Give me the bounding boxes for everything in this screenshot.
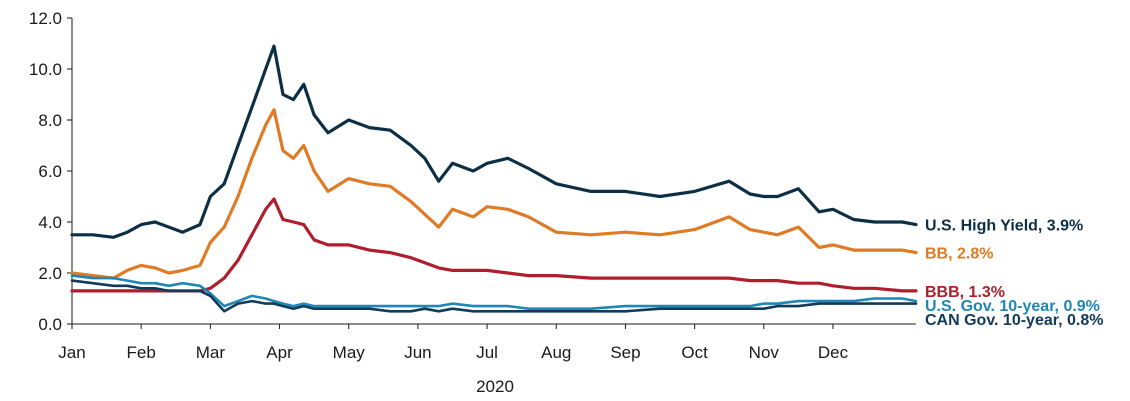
x-tick-label: Mar xyxy=(196,343,226,362)
y-tick-label: 6.0 xyxy=(38,162,62,181)
series-end-labels: U.S. High Yield, 3.9% BB, 2.8% BBB, 1.3%U.… xyxy=(925,218,1103,329)
series-lines xyxy=(70,44,918,313)
end-label-u-s-high-yield: U.S. High Yield, 3.9% xyxy=(925,218,1083,235)
series-line-u-s-high-yield xyxy=(70,44,918,239)
x-tick-label: Jan xyxy=(58,343,85,362)
y-tick-label: 8.0 xyxy=(38,111,62,130)
x-tick-label: Oct xyxy=(681,343,708,362)
end-label-bb: BB, 2.8% xyxy=(925,246,993,263)
series-line-u-s-gov-10-year xyxy=(70,274,918,311)
x-axis: Jan Feb Mar Apr May Jun Jul Aug Sep Oct Nov Dec xyxy=(58,323,916,362)
series-line-bbb xyxy=(70,197,918,293)
y-tick-label: 10.0 xyxy=(29,60,62,79)
end-label-u-s-gov-10-year: U.S. Gov. 10-year, 0.9% xyxy=(925,298,1100,315)
x-tick-label: Jun xyxy=(404,343,431,362)
series-line-can-gov-10-year xyxy=(70,279,918,313)
series-line-bb xyxy=(70,108,918,280)
y-axis: 0.0 2.0 4.0 6.0 8.0 10.0 12.0 xyxy=(29,9,73,334)
x-axis-label: 2020 xyxy=(476,377,514,396)
y-tick-label: 4.0 xyxy=(38,213,62,232)
end-label-can-gov-10-year: CAN Gov. 10-year, 0.8% xyxy=(925,312,1103,329)
x-tick-label: Apr xyxy=(266,343,293,362)
x-tick-label: Aug xyxy=(541,343,571,362)
x-tick-label: Sep xyxy=(610,343,640,362)
x-tick-label: Jul xyxy=(476,343,498,362)
y-tick-label: 12.0 xyxy=(29,9,62,28)
y-tick-label: 2.0 xyxy=(38,264,62,283)
x-tick-label: May xyxy=(333,343,366,362)
y-tick-label: 0.0 xyxy=(38,315,62,334)
end-label-bbb: BBB, 1.3% xyxy=(925,284,1005,301)
x-tick-label: Nov xyxy=(749,343,780,362)
x-tick-label: Dec xyxy=(818,343,849,362)
x-tick-label: Feb xyxy=(127,343,156,362)
